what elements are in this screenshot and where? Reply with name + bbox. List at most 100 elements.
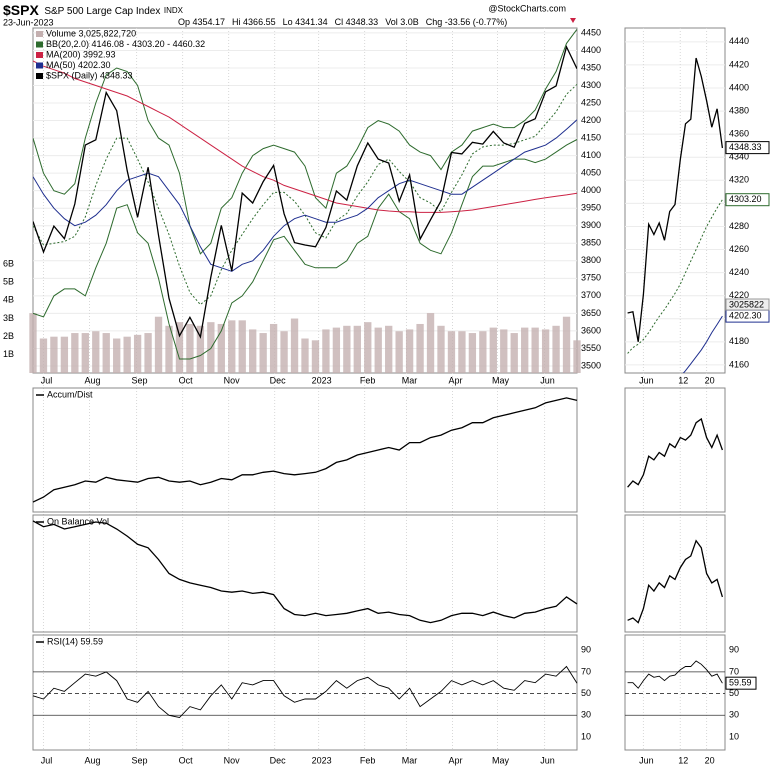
- symbol: $SPX: [3, 2, 39, 18]
- x-tick-label: 12: [678, 375, 688, 385]
- series-line: [33, 29, 577, 255]
- stat: Hi 4366.55: [232, 17, 276, 27]
- volume-bar: [165, 325, 173, 373]
- y-tick-label: 70: [581, 666, 591, 676]
- y2-tick-label: 1B: [3, 349, 14, 359]
- price-tag: [725, 193, 770, 207]
- stat: Lo 4341.34: [283, 17, 328, 27]
- y-tick-label: 30: [729, 710, 739, 720]
- legend-swatch: [36, 31, 43, 37]
- y-tick-label: 10: [581, 731, 591, 741]
- y-tick-label: 4240: [729, 267, 749, 277]
- indicator-frame: [32, 514, 578, 633]
- x-tick-label: May: [492, 755, 510, 765]
- y-tick-label: 4100: [581, 150, 601, 160]
- y-tick-label: 90: [581, 645, 591, 655]
- indicator-line: [627, 660, 723, 689]
- x-tick-label: Dec: [270, 755, 287, 765]
- y-tick-label: 90: [729, 645, 739, 655]
- x-tick-label: Jun: [639, 375, 654, 385]
- x-tick-label: Jun: [540, 755, 555, 765]
- volume-bar: [426, 313, 435, 373]
- y-tick-label: 50: [729, 688, 739, 698]
- y2-tick-label: 4B: [3, 295, 14, 305]
- x-tick-label: Feb: [360, 375, 376, 385]
- x-tick-label: Mar: [402, 755, 418, 765]
- series-line: [33, 139, 577, 360]
- volume-tag-label: 3025822: [729, 299, 764, 309]
- y2-tick-label: 2B: [3, 331, 14, 341]
- stat: Cl 4348.33: [335, 17, 379, 27]
- volume-bar: [217, 323, 225, 373]
- series-line: [627, 199, 723, 354]
- volume-bar: [405, 329, 414, 373]
- volume-bar: [552, 325, 560, 373]
- x-tick-label: Aug: [84, 755, 100, 765]
- x-tick-label: Jun: [639, 755, 654, 765]
- indicator-label: Accum/Dist: [47, 389, 93, 399]
- x-tick-label: May: [492, 375, 510, 385]
- y-tick-label: 50: [581, 688, 591, 698]
- indicator-frame: [32, 634, 578, 751]
- series-line: [33, 60, 577, 213]
- y-tick-label: 10: [729, 731, 739, 741]
- x-tick-label: 20: [705, 375, 715, 385]
- index-name: S&P 500 Large Cap Index: [44, 6, 160, 17]
- x-tick-label: Jul: [41, 755, 53, 765]
- y-tick-label: 30: [581, 710, 591, 720]
- x-tick-label: Feb: [360, 755, 376, 765]
- volume-bar: [311, 340, 320, 373]
- indicator-frame: [624, 514, 726, 633]
- y-tick-label: 4220: [729, 290, 749, 300]
- y-tick-label: 3650: [581, 308, 601, 318]
- volume-bar: [290, 318, 299, 373]
- y-tick-label: 4360: [729, 129, 749, 139]
- x-tick-label: 2023: [312, 375, 332, 385]
- volume-bar: [541, 329, 550, 373]
- volume-bar: [186, 323, 194, 373]
- x-tick-label: Nov: [224, 375, 241, 385]
- series-line: [33, 45, 577, 339]
- y-tick-label: 4000: [581, 185, 601, 195]
- menu-arrow: [570, 18, 576, 23]
- y-tick-label: 4420: [729, 59, 749, 69]
- volume-bar: [102, 333, 110, 373]
- indicator-line: [627, 417, 724, 488]
- volume-bar: [249, 329, 257, 373]
- volume-bar: [71, 333, 79, 373]
- y-tick-label: 4150: [581, 132, 601, 142]
- volume-bar: [301, 338, 309, 373]
- volume-bar: [510, 333, 518, 373]
- x-tick-label: Mar: [402, 375, 418, 385]
- volume-bar: [238, 320, 246, 373]
- y-tick-label: 4050: [581, 168, 601, 178]
- volume-bar: [500, 329, 508, 373]
- legend-swatch: [36, 41, 43, 48]
- stat: Op 4354.17: [178, 17, 225, 27]
- series-line: [682, 315, 723, 373]
- volume-bar: [531, 327, 539, 373]
- volume-bar: [343, 325, 351, 373]
- y-tick-label: 70: [729, 666, 739, 676]
- indicator-line: [627, 539, 724, 624]
- indicator-line: [32, 665, 578, 718]
- indicator-tag-label: 59.59: [729, 678, 752, 688]
- volume-bar: [81, 333, 89, 373]
- volume-tag: [725, 298, 770, 311]
- volume-bar: [437, 325, 445, 373]
- volume-bar: [50, 336, 58, 373]
- price-tag-label: 4202.30: [729, 310, 762, 320]
- y-tick-label: 4320: [729, 175, 749, 185]
- indicator-frame: [624, 634, 726, 751]
- price-tag: [725, 141, 770, 155]
- y-tick-label: 4450: [581, 27, 601, 37]
- legend-label: BB(20,2.0) 4146.08 - 4303.20 - 4460.32: [46, 39, 205, 49]
- legend-label: MA(200) 3992.93: [46, 49, 116, 59]
- y-tick-label: 4160: [729, 359, 749, 369]
- source: @StockCharts.com: [488, 3, 566, 13]
- volume-bar: [479, 331, 487, 373]
- volume-bar: [458, 331, 466, 373]
- indicator-frame: [32, 387, 578, 513]
